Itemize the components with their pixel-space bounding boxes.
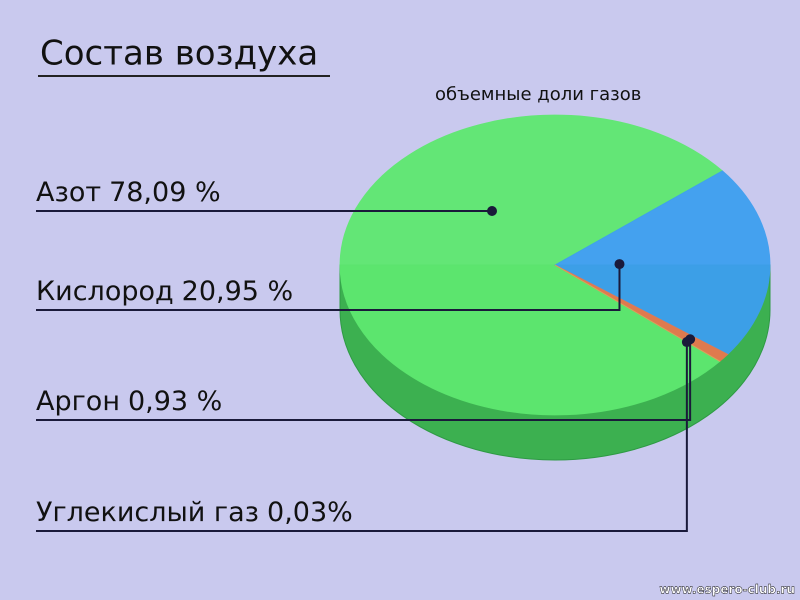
pie-slice xyxy=(339,114,724,416)
chart-subtitle: объемные доли газов xyxy=(435,84,641,105)
value-label: 78,09 % xyxy=(109,177,221,208)
chart-title: Состав воздуха xyxy=(40,34,318,74)
category-label: Кислород xyxy=(36,276,174,307)
slice-label: Аргон 0,93 % xyxy=(36,386,222,417)
leader-line xyxy=(36,264,621,311)
pie-slice xyxy=(554,264,721,362)
leader-dot xyxy=(614,259,625,270)
slice-label: Кислород 20,95 % xyxy=(36,276,293,307)
value-label: 0,03% xyxy=(267,497,353,528)
value-label: 0,93 % xyxy=(128,386,222,417)
leader-line xyxy=(36,339,692,421)
category-label: Углекислый газ xyxy=(36,497,259,528)
value-label: 20,95 % xyxy=(182,276,294,307)
category-label: Азот xyxy=(36,177,101,208)
slice-label: Азот 78,09 % xyxy=(36,177,221,208)
slice-label: Углекислый газ 0,03% xyxy=(36,497,353,528)
pie-slice xyxy=(554,170,771,355)
leader-dot xyxy=(487,206,497,216)
leader-dot xyxy=(681,337,692,348)
category-label: Аргон xyxy=(36,386,120,417)
watermark: www.espero-club.ru xyxy=(659,583,795,597)
leader-line xyxy=(36,342,688,532)
